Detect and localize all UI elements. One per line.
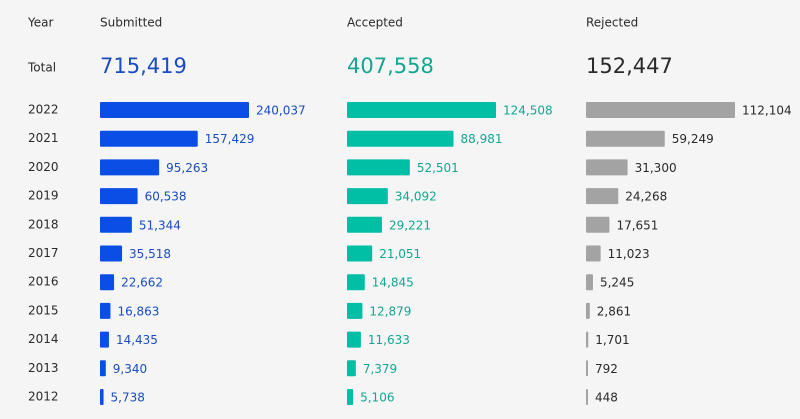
value-label: 124,508	[503, 104, 553, 118]
value-label: 11,633	[368, 333, 410, 347]
bar	[347, 274, 365, 291]
value-label: 16,863	[117, 304, 159, 318]
total-header: Total	[27, 61, 56, 75]
bar	[347, 360, 356, 377]
value-label: 5,106	[360, 391, 394, 405]
value-label: 51,344	[139, 218, 181, 232]
bar	[100, 331, 109, 348]
column-header: Rejected	[586, 16, 638, 30]
bar	[586, 130, 665, 147]
year-label: 2020	[28, 160, 59, 174]
value-label: 52,501	[417, 161, 459, 175]
value-label: 112,104	[742, 104, 792, 118]
bar	[586, 331, 589, 348]
year-label: 2022	[28, 103, 59, 117]
bar	[347, 188, 388, 205]
value-label: 9,340	[113, 362, 147, 376]
bar	[347, 130, 454, 147]
value-label: 14,845	[372, 276, 414, 290]
value-label: 14,435	[116, 333, 158, 347]
bar	[100, 216, 132, 233]
bar	[347, 331, 361, 348]
value-label: 448	[595, 391, 618, 405]
bar	[100, 159, 160, 176]
value-label: 792	[595, 362, 618, 376]
bar	[347, 302, 363, 319]
value-label: 11,023	[608, 247, 650, 261]
bar	[100, 102, 249, 118]
bar	[100, 360, 106, 377]
value-label: 5,738	[111, 391, 145, 405]
bar	[347, 245, 373, 262]
bar	[100, 302, 111, 319]
value-label: 31,300	[635, 161, 677, 175]
bar	[347, 159, 410, 176]
value-label: 95,263	[166, 161, 208, 175]
year-header: Year	[27, 16, 53, 30]
bar	[586, 216, 610, 233]
value-label: 7,379	[363, 362, 397, 376]
value-label: 2,861	[597, 304, 631, 318]
value-label: 240,037	[256, 104, 306, 118]
value-label: 21,051	[379, 247, 421, 261]
value-label: 5,245	[600, 276, 634, 290]
value-label: 24,268	[625, 190, 667, 204]
year-label: 2012	[28, 390, 59, 404]
year-label: 2014	[28, 332, 59, 346]
bar	[100, 274, 115, 291]
bar	[100, 389, 104, 405]
column-header: Accepted	[347, 16, 403, 30]
year-label: 2019	[28, 189, 59, 203]
value-label: 22,662	[121, 276, 163, 290]
bar	[100, 130, 198, 147]
column-total: 152,447	[586, 54, 673, 78]
bar	[586, 360, 588, 377]
bar	[586, 188, 619, 205]
year-label: 2013	[28, 361, 59, 375]
year-label: 2016	[28, 275, 59, 289]
value-label: 17,651	[616, 218, 658, 232]
value-label: 88,981	[460, 132, 502, 146]
value-label: 34,092	[395, 190, 437, 204]
value-label: 59,249	[672, 132, 714, 146]
bar	[586, 245, 601, 262]
bar	[586, 274, 593, 291]
bar	[100, 188, 138, 205]
value-label: 157,429	[205, 132, 255, 146]
bar	[100, 245, 123, 262]
value-label: 35,518	[129, 247, 171, 261]
column-total: 407,558	[347, 54, 434, 78]
bar	[586, 302, 590, 319]
bar	[347, 102, 496, 118]
value-label: 1,701	[595, 333, 629, 347]
value-label: 12,879	[369, 304, 411, 318]
column-header: Submitted	[100, 16, 162, 30]
value-label: 60,538	[145, 190, 187, 204]
value-label: 29,221	[389, 218, 431, 232]
bar	[347, 389, 354, 405]
year-label: 2017	[28, 246, 59, 260]
year-label: 2015	[28, 303, 59, 317]
year-label: 2018	[28, 217, 59, 231]
bar	[586, 102, 735, 118]
column-total: 715,419	[100, 54, 187, 78]
year-label: 2021	[28, 131, 59, 145]
bar	[586, 389, 588, 405]
bar	[347, 216, 382, 233]
bar	[586, 159, 628, 176]
